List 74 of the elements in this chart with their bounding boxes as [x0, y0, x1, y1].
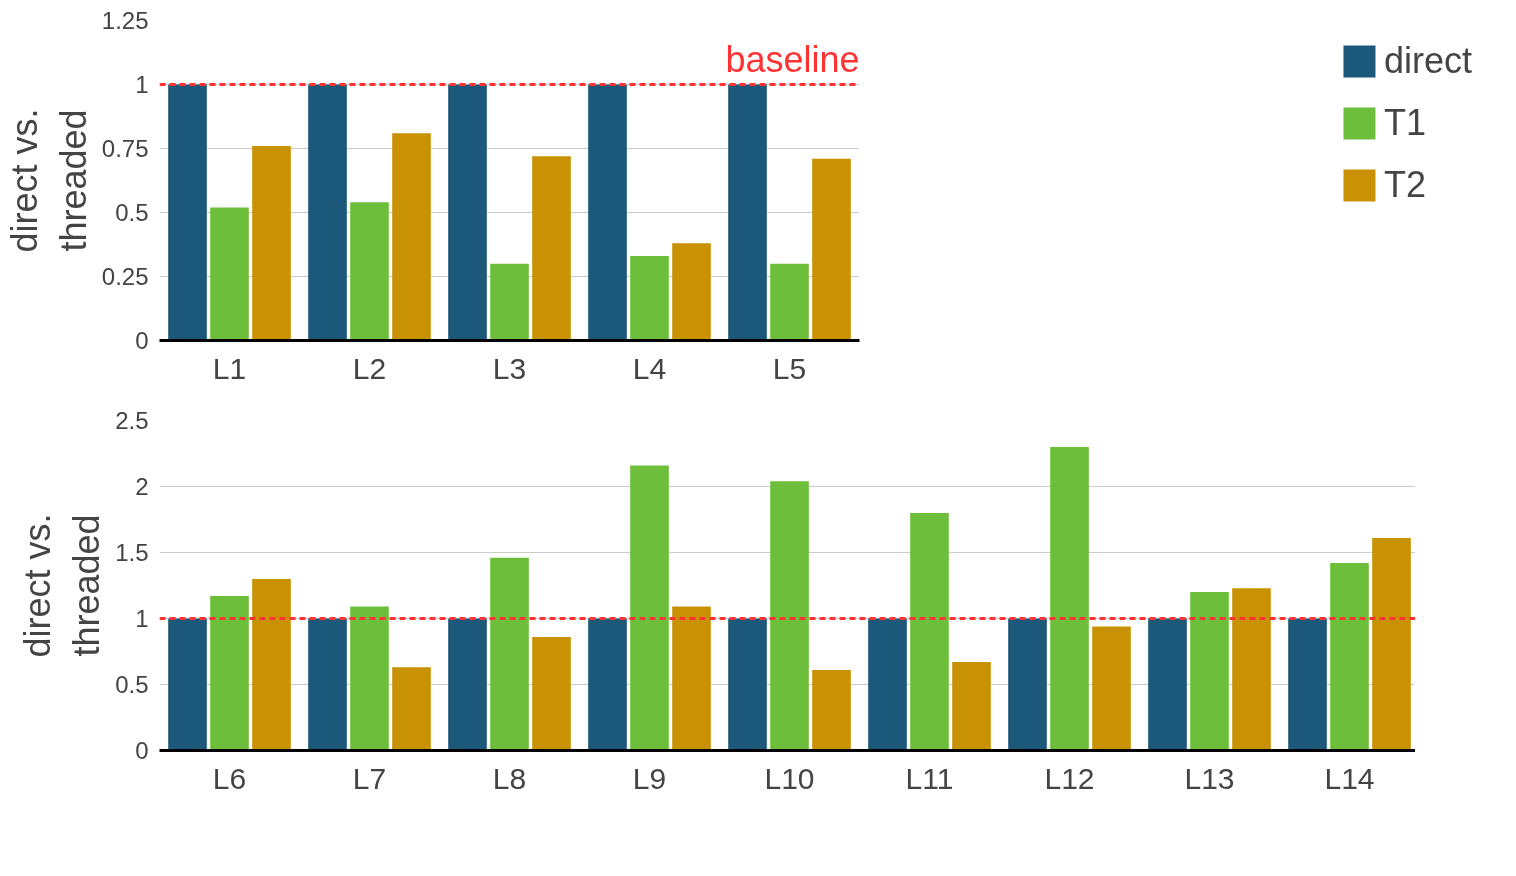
- bar: [252, 145, 291, 341]
- bar: [350, 202, 389, 341]
- x-tick-label: L13: [1184, 761, 1235, 795]
- y-tick-label: 1.25: [101, 7, 149, 34]
- bar: [728, 84, 767, 341]
- bar: [210, 596, 249, 751]
- bar: [490, 263, 529, 341]
- bar: [672, 243, 711, 341]
- bar: [1050, 446, 1089, 751]
- bar: [1190, 592, 1229, 751]
- bar: [308, 84, 347, 341]
- legend-label: direct: [1383, 40, 1472, 82]
- bar: [588, 84, 627, 341]
- bar: [1092, 626, 1131, 751]
- ref-line-label: baseline: [725, 38, 860, 80]
- bar: [812, 669, 851, 751]
- x-tick-label: L14: [1324, 761, 1375, 795]
- bar: [770, 481, 809, 751]
- bar: [448, 618, 487, 751]
- bar: [350, 606, 389, 751]
- x-tick-label: L4: [632, 351, 667, 385]
- legend-label: T2: [1383, 164, 1426, 206]
- bar: [812, 158, 851, 341]
- bar: [1330, 563, 1369, 751]
- y-tick-label: 2: [135, 473, 149, 500]
- bar: [910, 512, 949, 751]
- y-tick-label: 0: [135, 737, 149, 764]
- y-tick-label: 1.5: [115, 539, 149, 566]
- x-tick-label: L11: [905, 761, 954, 795]
- bar: [448, 84, 487, 341]
- x-tick-label: L9: [632, 761, 667, 795]
- y-tick-label: 1: [135, 605, 149, 632]
- bar: [630, 465, 669, 751]
- bar: [588, 618, 627, 751]
- bar: [672, 606, 711, 751]
- bar: [308, 618, 347, 751]
- x-tick-label: L12: [1044, 761, 1095, 795]
- bar: [728, 618, 767, 751]
- bar: [532, 156, 571, 341]
- bar: [210, 207, 249, 341]
- x-tick-label: L5: [772, 351, 807, 385]
- bar: [168, 618, 207, 751]
- bar: [1372, 537, 1411, 751]
- bar: [392, 133, 431, 341]
- x-tick-label: L10: [764, 761, 815, 795]
- x-tick-label: L7: [352, 761, 387, 795]
- y-axis-title: direct vs. threaded: [16, 513, 108, 658]
- y-tick-label: 0.25: [101, 263, 149, 290]
- y-tick-label: 0.5: [115, 671, 149, 698]
- y-tick-label: 2.5: [115, 407, 149, 434]
- bar: [868, 618, 907, 751]
- x-tick-label: L6: [212, 761, 247, 795]
- bar: [1232, 588, 1271, 751]
- x-tick-label: L3: [492, 351, 527, 385]
- bar: [770, 263, 809, 341]
- bar: [532, 636, 571, 751]
- x-tick-label: L2: [352, 351, 387, 385]
- x-tick-label: L8: [492, 761, 527, 795]
- bar: [252, 578, 291, 751]
- bar: [168, 84, 207, 341]
- bar: [630, 256, 669, 341]
- bar: [1288, 618, 1327, 751]
- legend-label: T1: [1383, 102, 1426, 144]
- y-tick-label: 1: [135, 71, 149, 98]
- bar: [952, 662, 991, 751]
- bar: [490, 557, 529, 751]
- x-tick-label: L1: [212, 351, 247, 385]
- y-tick-label: 0.75: [101, 135, 149, 162]
- bar: [1148, 618, 1187, 751]
- y-axis-title: direct vs. threaded: [3, 108, 94, 253]
- bar: [1008, 618, 1047, 751]
- y-tick-label: 0: [135, 327, 149, 354]
- bar: [392, 667, 431, 751]
- y-tick-label: 0.5: [115, 199, 149, 226]
